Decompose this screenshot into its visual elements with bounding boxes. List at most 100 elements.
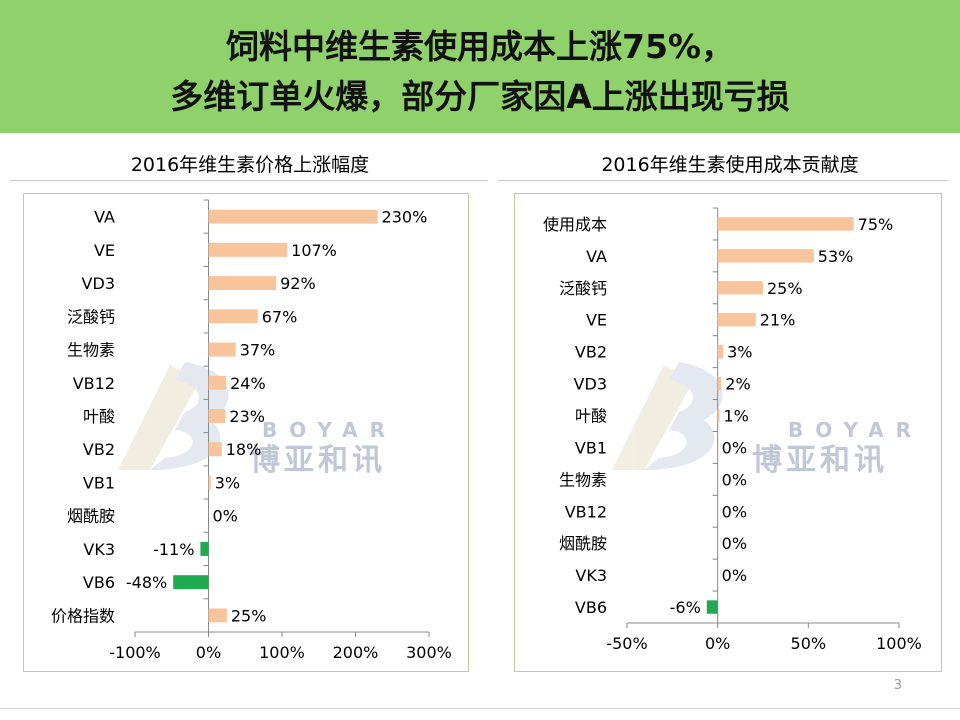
bar (208, 309, 258, 324)
x-tick-label: -100% (109, 643, 161, 662)
data-label: -11% (153, 540, 194, 559)
data-label: 67% (262, 307, 298, 326)
category-label: VB12 (565, 502, 607, 521)
bar (200, 541, 209, 556)
slide-title-line1: 饲料中维生素使用成本上涨75%， (226, 27, 734, 66)
data-label: 107% (291, 241, 337, 260)
category-label: 泛酸钙 (67, 307, 115, 326)
data-label: 0% (722, 534, 747, 553)
watermark-brand-cn-left: 博亚和讯 (250, 443, 386, 478)
data-label: 75% (858, 215, 894, 234)
bar (717, 217, 854, 231)
chart1-title-divider (10, 180, 488, 181)
bar (208, 242, 288, 257)
category-label: 生物素 (559, 470, 607, 489)
data-label: 0% (722, 566, 747, 585)
chart1-frame (23, 193, 469, 672)
data-label: 230% (382, 208, 428, 227)
x-tick-label: 300% (406, 643, 452, 662)
bar (208, 409, 226, 423)
bar (717, 376, 722, 391)
category-label: VD3 (574, 375, 607, 394)
bar (208, 342, 236, 357)
category-label: VA (586, 247, 607, 266)
bar (717, 249, 814, 263)
chart2-plot: -50% 0% 50% 100% 使用成本 75% VA 53% 泛酸钙 25% VE 21% VB2 3… (543, 207, 922, 653)
data-label: 0% (722, 470, 747, 489)
category-label: VB1 (575, 438, 607, 457)
chart1-plot: -100% 0% 100% 200% 300% VA 230% VE 107% VD3 92% 泛酸钙… (51, 199, 452, 662)
chart1-title: 2016年维生素价格上涨幅度 (130, 154, 370, 176)
data-label: -48% (126, 573, 167, 592)
x-tick-label: 100% (876, 634, 922, 653)
category-label: VK3 (575, 566, 607, 585)
category-label: VE (94, 241, 115, 260)
category-label: VE (586, 311, 607, 330)
watermark-brand-en-right: BOYAR (788, 418, 923, 442)
category-label: 叶酸 (575, 407, 607, 426)
x-tick-label: 50% (791, 634, 827, 653)
data-label: 1% (723, 407, 748, 426)
watermark-logo-right (612, 362, 723, 470)
watermark-brand-en-left: BOYAR (262, 418, 397, 442)
category-label: VB12 (73, 374, 115, 393)
category-label: VB2 (575, 343, 607, 362)
data-label: -6% (670, 598, 701, 617)
data-label: 23% (229, 407, 265, 426)
bar (717, 408, 720, 423)
x-tick-label: 0% (705, 634, 730, 653)
chart2-title: 2016年维生素使用成本贡献度 (601, 154, 859, 176)
data-label: 25% (231, 606, 267, 625)
data-label: 0% (722, 502, 747, 521)
data-label: 53% (818, 247, 854, 266)
bar (717, 281, 763, 295)
category-label: 使用成本 (543, 215, 607, 234)
chart2-frame (514, 193, 942, 672)
data-label: 3% (215, 473, 240, 492)
category-label: 烟酰胺 (559, 534, 607, 553)
category-label: VB6 (575, 598, 607, 617)
category-label: 泛酸钙 (559, 279, 607, 298)
watermark-brand-cn-right: 博亚和讯 (752, 443, 888, 478)
category-label: VA (94, 208, 115, 227)
data-label: 92% (280, 274, 316, 293)
category-label: VB2 (83, 440, 115, 459)
bar (208, 375, 227, 390)
data-label: 0% (722, 438, 747, 457)
bar (208, 442, 222, 457)
x-tick-label: 100% (259, 643, 305, 662)
chart2-title-divider (498, 180, 948, 181)
category-label: VK3 (83, 540, 115, 559)
bar (208, 608, 227, 623)
data-label: 24% (230, 374, 266, 393)
x-tick-label: 200% (333, 643, 379, 662)
slide-title-line2: 多维订单火爆，部分厂家因A上涨出现亏损 (170, 77, 790, 116)
bar (208, 276, 277, 291)
category-label: VB1 (83, 473, 115, 492)
data-label: 37% (240, 341, 276, 360)
data-label: 2% (725, 375, 750, 394)
page-number: 3 (893, 678, 902, 693)
x-tick-label: -50% (606, 634, 647, 653)
title-banner (0, 0, 960, 133)
data-label: 21% (760, 311, 796, 330)
category-label: 烟酰胺 (67, 507, 115, 526)
category-label: 生物素 (67, 341, 115, 360)
data-label: 0% (213, 507, 238, 526)
category-label: VD3 (82, 274, 115, 293)
data-label: 3% (727, 343, 752, 362)
category-label: 价格指数 (51, 606, 115, 625)
bar (173, 575, 209, 590)
data-label: 25% (767, 279, 803, 298)
x-tick-label: 0% (196, 643, 221, 662)
bar (208, 209, 378, 224)
category-label: VB6 (83, 573, 115, 592)
bar (717, 313, 756, 327)
bar (208, 475, 211, 490)
footer-divider (0, 708, 960, 709)
category-label: 叶酸 (83, 407, 115, 426)
bar (706, 600, 718, 614)
bar (717, 344, 724, 359)
data-label: 18% (226, 440, 262, 459)
